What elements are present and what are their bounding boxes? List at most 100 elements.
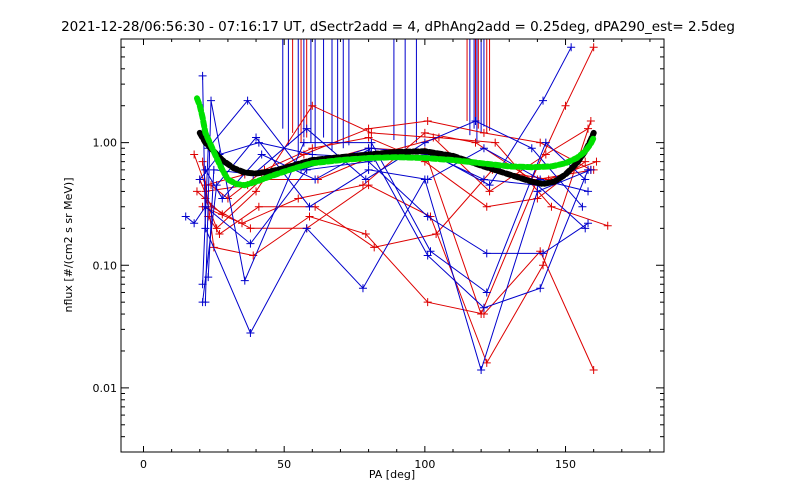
red-data-point xyxy=(237,219,246,228)
red-data-point xyxy=(479,128,488,137)
black-fit-curve xyxy=(196,129,597,188)
blue-data-point xyxy=(581,175,590,184)
blue-data-point xyxy=(536,284,545,293)
x-axis-label: PA [deg] xyxy=(369,468,415,481)
blue-data-point xyxy=(198,71,207,80)
blue-data-point xyxy=(311,175,320,184)
plot-frame xyxy=(120,38,665,453)
red-data-point xyxy=(364,133,373,142)
y-axis: 0.01 0.10 1.00 xyxy=(93,38,664,453)
blue-data-point xyxy=(584,187,593,196)
red-data-point xyxy=(584,124,593,133)
blue-data-point xyxy=(198,298,207,307)
blue-data-point xyxy=(302,224,311,233)
blue-data-point xyxy=(243,96,252,105)
blue-data-point xyxy=(252,133,261,142)
red-data-point xyxy=(586,117,595,126)
red-data-point xyxy=(246,224,255,233)
blue-data-point xyxy=(367,144,376,153)
blue-data-point xyxy=(201,165,210,174)
blue-data-point xyxy=(541,138,550,147)
red-data-point xyxy=(254,202,263,211)
red-data-point xyxy=(603,221,612,230)
red-data-point xyxy=(471,138,480,147)
blue-data-point xyxy=(485,181,494,190)
red-data-point xyxy=(358,181,367,190)
blue-data-point xyxy=(254,138,263,147)
blue-data-point xyxy=(584,165,593,174)
blue-data-point xyxy=(420,138,429,147)
red-data-point xyxy=(561,101,570,110)
blue-data-point xyxy=(482,288,491,297)
blue-data-point xyxy=(539,249,548,258)
red-data-point xyxy=(423,117,432,126)
blue-data-point xyxy=(479,175,488,184)
x-tick-label: 50 xyxy=(277,458,291,471)
red-data-point xyxy=(367,128,376,137)
blue-data-point xyxy=(257,150,266,159)
blue-data-point xyxy=(479,303,488,312)
blue-data-point xyxy=(299,138,308,147)
red-data-point xyxy=(589,43,598,52)
green-fit-curve xyxy=(194,95,597,189)
blue-data-point xyxy=(246,239,255,248)
red-data-point xyxy=(212,224,221,233)
blue-data-point xyxy=(567,43,576,52)
red-data-point xyxy=(252,187,261,196)
blue-data-point xyxy=(364,165,373,174)
red-data-point xyxy=(581,157,590,166)
blue-data-point xyxy=(209,165,218,174)
blue-data-point xyxy=(190,219,199,228)
blue-data-point xyxy=(482,249,491,258)
red-data-point xyxy=(299,150,308,159)
blue-data-point xyxy=(539,96,548,105)
red-data-point xyxy=(592,157,601,166)
blue-series-line xyxy=(202,99,589,309)
blue-series-line xyxy=(202,75,591,372)
blue-data-point xyxy=(218,194,227,203)
red-data-point xyxy=(589,365,598,374)
red-data-point xyxy=(539,261,548,270)
x-tick-label: 150 xyxy=(555,458,576,471)
blue-data-point xyxy=(305,202,314,211)
red-data-point xyxy=(482,202,491,211)
red-data-point xyxy=(308,101,317,110)
blue-data-point xyxy=(479,144,488,153)
red-data-point xyxy=(215,229,224,238)
blue-data-point xyxy=(358,284,367,293)
red-data-point xyxy=(190,150,199,159)
blue-data-point xyxy=(246,329,255,338)
chart-title: 2021-12-28/06:56:30 - 07:16:17 UT, dSect… xyxy=(61,19,735,35)
x-tick-label: 100 xyxy=(414,458,435,471)
blue-data-point xyxy=(423,175,432,184)
blue-data-point xyxy=(471,117,480,126)
red-data-point xyxy=(364,124,373,133)
blue-data-point xyxy=(423,212,432,221)
blue-series-line xyxy=(185,161,589,254)
blue-data-point xyxy=(302,124,311,133)
red-data-point xyxy=(432,229,441,238)
blue-data-point xyxy=(240,276,249,285)
red-data-point xyxy=(423,298,432,307)
blue-data-point xyxy=(578,202,587,211)
red-data-point xyxy=(420,128,429,137)
blue-data-point xyxy=(584,219,593,228)
blue-data-point xyxy=(181,212,190,221)
red-data-point xyxy=(370,243,379,252)
red-data-point xyxy=(491,138,500,147)
y-axis-label: nflux [#/(cm2 s sr MeV)] xyxy=(62,178,75,313)
blue-data-point xyxy=(477,365,486,374)
red-data-point xyxy=(294,194,303,203)
red-data-point xyxy=(198,157,207,166)
blue-data-point xyxy=(426,247,435,256)
blue-series-line xyxy=(202,136,589,303)
red-data-point xyxy=(482,358,491,367)
y-tick-label: 0.10 xyxy=(93,259,118,272)
y-tick-label: 1.00 xyxy=(93,137,118,150)
blue-data-point xyxy=(207,96,216,105)
blue-data-point xyxy=(423,251,432,260)
blue-data-point xyxy=(361,175,370,184)
plot-area xyxy=(181,39,612,374)
x-axis: 0 50 100 150 xyxy=(140,39,651,471)
